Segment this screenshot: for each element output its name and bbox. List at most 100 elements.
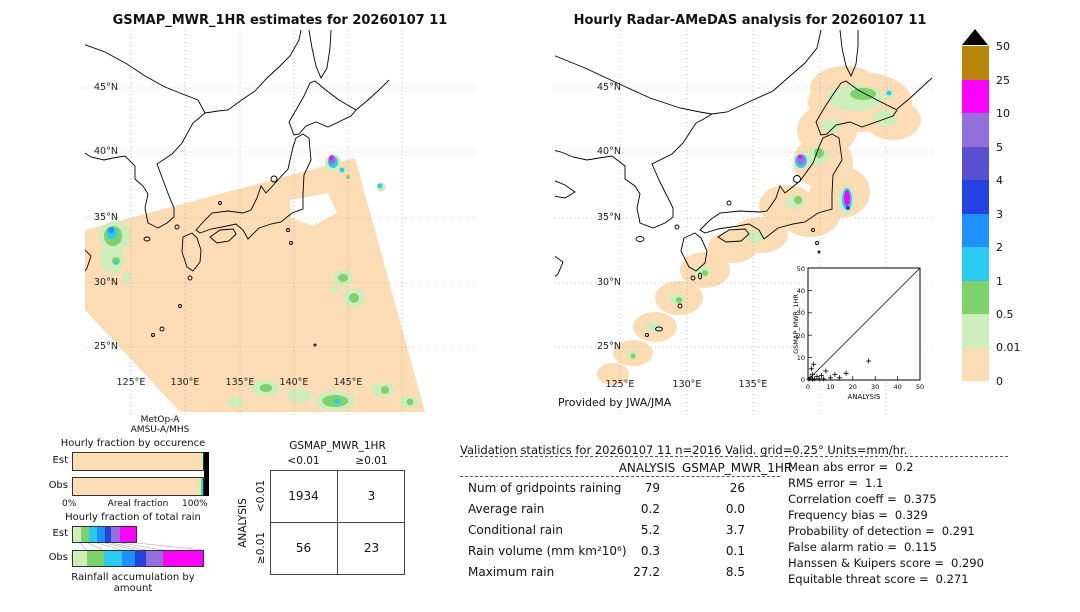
colorbar-label: 25 [996, 74, 1010, 87]
obs-label: Obs [48, 480, 68, 491]
right-lat-label: 25°N [597, 341, 621, 352]
left-coastlines [85, 30, 390, 347]
russia-coast [555, 30, 822, 115]
left-lon-label: 145°E [333, 377, 363, 388]
stat-gsmap-value: 0.0 [725, 502, 745, 516]
colorbar-scale [962, 46, 989, 381]
validation-title: Validation statistics for 20260107 11 n=… [460, 443, 908, 457]
right-lon-label: 125°E [605, 379, 635, 390]
contingency-row-label: ≥0.01 [255, 531, 267, 565]
colorbar-label: 0.01 [996, 341, 1021, 354]
scatter-inset: 50 40 30 20 10 0 0 10 20 30 40 50 GSMAP_… [792, 265, 924, 401]
colorbar-label: 2 [996, 241, 1003, 254]
left-map [85, 30, 475, 415]
stat-row-label: Maximum rain [468, 565, 555, 579]
score-value: 0.271 [935, 572, 969, 586]
totalrain-title: Hourly fraction of total rain [65, 512, 201, 523]
korea-coast [85, 112, 206, 229]
svg-text:30: 30 [797, 309, 805, 317]
score-label: Correlation coeff = [788, 492, 897, 506]
svg-text:30: 30 [871, 383, 879, 391]
dashed-divider [460, 476, 780, 477]
colorbar-label: 0.5 [996, 308, 1014, 321]
right-lat-label: 30°N [597, 277, 621, 288]
honshu [195, 133, 312, 240]
svg-text:10: 10 [826, 383, 834, 391]
colorbar-segment [962, 347, 989, 381]
svg-text:40: 40 [797, 287, 805, 295]
russia-coast [85, 30, 302, 114]
stat-gsmap-value: 8.5 [725, 565, 745, 579]
china-coast-south [555, 255, 564, 277]
china-coast [85, 249, 92, 272]
stat-row-label: Conditional rain [468, 523, 563, 537]
score-row: False alarm ratio = 0.115 [788, 540, 937, 554]
occurrence-est-bar [72, 452, 204, 471]
svg-text:20: 20 [797, 332, 805, 340]
sakhalin [308, 30, 332, 79]
validation-col-header: GSMAP_MWR_1HR [682, 461, 793, 475]
stat-row-label: Num of gridpoints raining [468, 481, 622, 495]
left-lon-label: 125°E [116, 377, 146, 388]
right-lat-label: 45°N [597, 82, 621, 93]
left-lon-label: 140°E [279, 377, 309, 388]
right-lat-label: 35°N [597, 212, 621, 223]
right-lat-label: 40°N [597, 146, 621, 157]
inset-ylabel: GSMAP_MWR_1HR [792, 294, 800, 354]
score-value: 0.291 [941, 524, 975, 538]
contingency-col-label: ≥0.01 [355, 455, 388, 467]
left-lat-label: 35°N [94, 212, 118, 223]
svg-text:40: 40 [893, 383, 901, 391]
colorbar-segment [962, 79, 989, 113]
right-panel-title: Hourly Radar-AMeDAS analysis for 2026010… [573, 13, 927, 28]
stat-gsmap-value: 0.1 [725, 544, 745, 558]
colorbar-segment [962, 113, 989, 147]
radar-precip-cores [625, 85, 897, 359]
svg-text:10: 10 [797, 354, 805, 362]
stat-row-label: Rain volume (mm km²10⁶) [468, 544, 627, 558]
credit-text: Provided by JWA/JMA [558, 396, 672, 409]
score-row: RMS error = 1.1 [788, 476, 883, 490]
validation-col-header: ANALYSIS [618, 461, 676, 475]
score-row: Equitable threat score = 0.271 [788, 572, 969, 586]
contingency-cell: 1934 [288, 489, 319, 503]
occurrence-obs-bar [72, 477, 204, 496]
stat-gsmap-value: 3.7 [725, 523, 745, 537]
right-lon-label: 135°E [738, 379, 768, 390]
contingency-hline [270, 522, 405, 523]
stat-analysis-value: 0.2 [640, 502, 660, 516]
left-lat-label: 40°N [94, 146, 118, 157]
colorbar-segment [962, 247, 989, 281]
score-label: Probability of detection = [788, 524, 935, 538]
contingency-row-group: ANALYSIS [237, 498, 249, 548]
colorbar-segment [962, 180, 989, 214]
inset-tick-labels: 50 40 30 20 10 0 0 10 20 30 40 50 [797, 265, 924, 391]
stat-analysis-value: 27.2 [633, 565, 660, 579]
left-lon-label: 130°E [170, 377, 200, 388]
score-label: Frequency bias = [788, 508, 888, 522]
score-label: Mean abs error = [788, 460, 889, 474]
diagonal-line [807, 267, 921, 381]
colorbar-segment [962, 46, 989, 80]
occurrence-endcap [204, 452, 209, 496]
obs-label: Obs [48, 552, 68, 563]
colorbar-segment [962, 146, 989, 180]
areal-axis-100: 100% [182, 499, 208, 509]
left-lat-label: 25°N [94, 341, 118, 352]
contingency-cell: 3 [367, 489, 376, 503]
occurrence-title: Hourly fraction by occurence [60, 438, 206, 449]
sensor-name: MetOp-A [140, 415, 180, 425]
score-value: 0.290 [951, 556, 984, 570]
stat-analysis-value: 79 [644, 481, 660, 495]
score-label: False alarm ratio = [788, 540, 898, 554]
svg-text:50: 50 [797, 265, 805, 273]
right-lon-label: 130°E [672, 379, 702, 390]
left-gridlines [85, 30, 475, 415]
accumulation-caption: Rainfall accumulation by amount [71, 572, 195, 594]
colorbar-label: 10 [996, 107, 1010, 120]
colorbar-label: 0 [996, 375, 1003, 388]
svg-text:20: 20 [849, 383, 857, 391]
colorbar-label: 3 [996, 208, 1003, 221]
score-value: 1.1 [865, 476, 884, 490]
